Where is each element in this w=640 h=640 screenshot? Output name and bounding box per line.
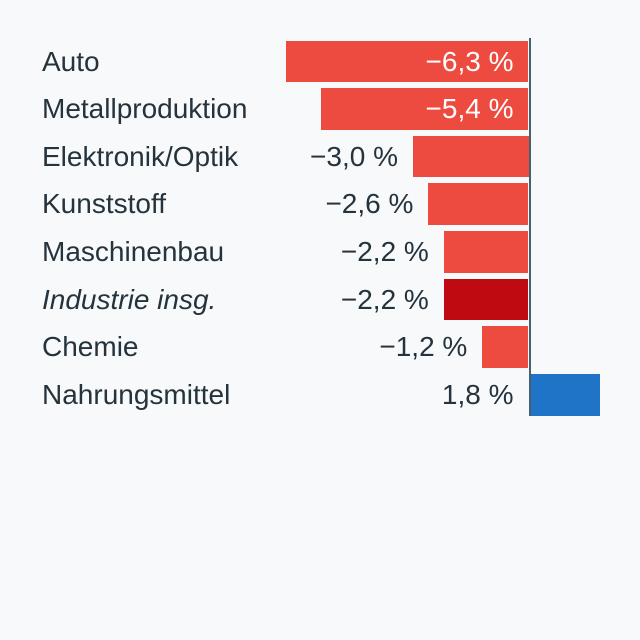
chart-row: Kunststoff −2,6 % xyxy=(0,183,640,225)
value-bar xyxy=(443,231,529,273)
category-label: Auto xyxy=(42,45,100,77)
chart-row: Industrie insg. −2,2 % xyxy=(0,278,640,321)
value-bar xyxy=(428,183,529,225)
category-label: Maschinenbau xyxy=(42,236,225,268)
chart-row: Auto −6,3 % xyxy=(0,40,640,82)
value-label: 1,8 % xyxy=(441,379,514,411)
value-label: −3,0 % xyxy=(310,140,398,172)
chart-row: Nahrungsmittel 1,8 % xyxy=(0,374,640,416)
value-label: −1,2 % xyxy=(379,331,468,363)
value-label: −2,2 % xyxy=(340,236,429,268)
chart-row: Elektronik/Optik −3,0 % xyxy=(0,135,640,178)
category-label: Elektronik/Optik xyxy=(42,140,239,172)
value-label: −6,3 % xyxy=(425,45,514,77)
value-label: −2,2 % xyxy=(340,283,429,315)
chart-row: Metallproduktion −5,4 % xyxy=(0,88,640,130)
zero-axis-line xyxy=(528,38,531,416)
chart-row: Maschinenbau −2,2 % xyxy=(0,231,640,273)
value-bar xyxy=(285,40,529,82)
value-label: −5,4 % xyxy=(425,93,514,125)
value-bar xyxy=(530,374,600,416)
category-label: Kunststoff xyxy=(42,188,167,220)
chart-row: Chemie −1,2 % xyxy=(0,326,640,368)
category-label: Nahrungsmittel xyxy=(42,379,231,411)
category-label: Industrie insg. xyxy=(42,283,217,315)
value-label: −2,6 % xyxy=(325,188,414,220)
category-label: Metallproduktion xyxy=(42,93,248,125)
value-bar xyxy=(443,278,529,321)
value-bar xyxy=(482,326,529,368)
value-bar xyxy=(413,135,529,178)
category-label: Chemie xyxy=(42,331,139,363)
value-bar xyxy=(320,88,529,130)
